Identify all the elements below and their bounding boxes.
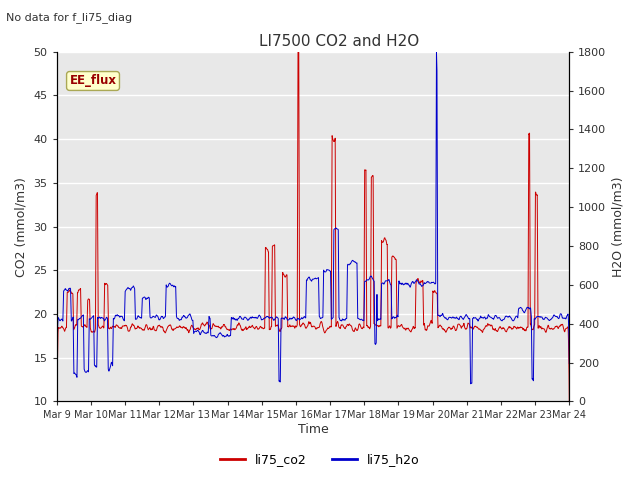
- Title: LI7500 CO2 and H2O: LI7500 CO2 and H2O: [259, 34, 419, 49]
- Legend: li75_co2, li75_h2o: li75_co2, li75_h2o: [215, 448, 425, 471]
- Text: EE_flux: EE_flux: [70, 74, 116, 87]
- Y-axis label: H2O (mmol/m3): H2O (mmol/m3): [612, 176, 625, 277]
- Y-axis label: CO2 (mmol/m3): CO2 (mmol/m3): [15, 177, 28, 276]
- Text: No data for f_li75_diag: No data for f_li75_diag: [6, 12, 132, 23]
- X-axis label: Time: Time: [298, 423, 328, 436]
